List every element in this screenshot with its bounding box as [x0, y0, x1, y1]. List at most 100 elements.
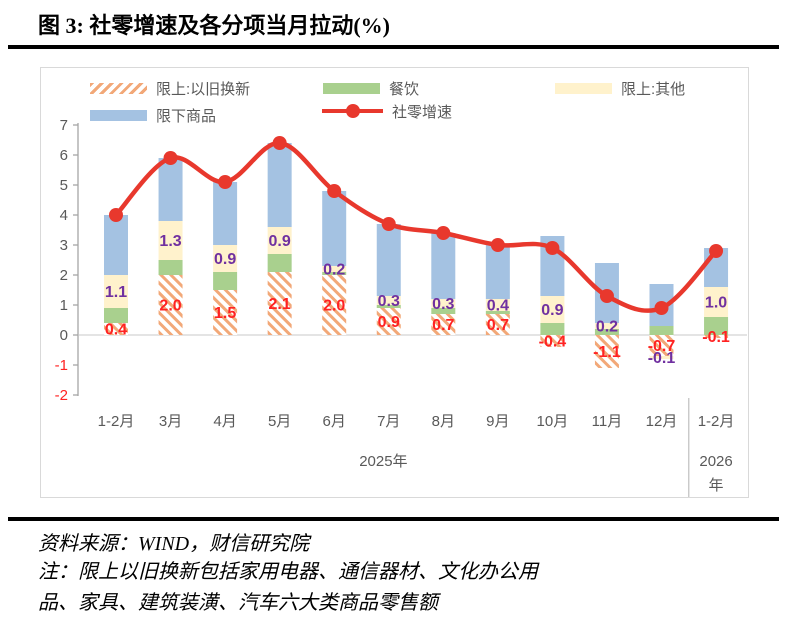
legend-label: 限下商品 [156, 107, 217, 125]
chart-divider [8, 517, 779, 521]
growth-line-marker [272, 136, 287, 150]
bar-segment-blue [267, 143, 292, 227]
bar-segment-green [649, 326, 674, 335]
x-tick-label: 11月 [592, 413, 623, 430]
bar-segment-hatch [485, 314, 510, 335]
growth-line-marker [490, 238, 505, 252]
bar-segment-hatch [213, 290, 238, 335]
bar-segment-blue [213, 182, 238, 245]
note-line-2: 品、家具、建筑装潢、汽车六大类商品零售额 [38, 592, 438, 614]
legend-item-catering: 餐饮 [323, 77, 419, 99]
y-tick-label: 1 [60, 297, 68, 314]
bar-segment-yellow [376, 296, 401, 305]
data-label: 0.3 [378, 293, 400, 310]
x-tick-label: 7月 [377, 413, 400, 430]
source-text: 资料来源：WIND，财信研究院 [38, 533, 310, 555]
bar-segment-yellow [213, 245, 238, 272]
bar-segment-yellow [267, 227, 292, 254]
data-label: -0.1 [648, 350, 676, 367]
bar-segment-hatch [594, 335, 619, 368]
y-tick-label: 4 [60, 207, 68, 224]
legend-item-belowlimit: 限下商品 [90, 104, 216, 126]
y-tick-label: -1 [55, 357, 68, 374]
bar-segment-yellow [649, 356, 674, 359]
data-label: -0.4 [539, 334, 567, 351]
bar-segment-hatch [158, 275, 183, 335]
data-label: 0.9 [378, 314, 400, 331]
bar-segment-hatch [267, 272, 292, 335]
bar-segment-yellow [485, 299, 510, 311]
data-label: 0.4 [105, 322, 127, 339]
bar-segment-hatch [540, 335, 565, 347]
legend-item-growthline: 社零增速 [322, 100, 452, 122]
data-label: 0.3 [432, 296, 454, 313]
bar-segment-yellow [431, 299, 456, 308]
bar-segment-blue [376, 224, 401, 296]
legend-label: 限上:以旧换新 [156, 80, 251, 98]
other-swatch-icon [555, 82, 612, 94]
bar-segment-hatch [104, 323, 128, 335]
x-tick-label: 12月 [646, 413, 678, 430]
bar-segment-green [376, 305, 401, 308]
y-tick-label: -2 [55, 387, 68, 404]
bar-segment-yellow [704, 287, 729, 317]
chart-frame: 7 6 5 4 3 2 1 0 -1 -2 0.4 1.1 2.0 1.3 1.5 0.9 2.1 0.9 2.0 0… [40, 67, 749, 498]
catering-swatch-icon [323, 82, 380, 94]
bar-segment-green [485, 311, 510, 314]
y-tick-label: 6 [60, 147, 68, 164]
data-label: 2.0 [323, 298, 345, 315]
x-tick-label: 8月 [432, 413, 455, 430]
bar-segment-green [540, 323, 565, 335]
growth-line-marker [381, 217, 396, 231]
legend-label: 限上:其他 [621, 80, 686, 98]
data-label: 1.5 [214, 305, 236, 322]
bar-segment-blue [485, 245, 510, 299]
growth-line-marker [327, 184, 342, 198]
x-tick-label: 9月 [486, 413, 509, 430]
bar-segment-green [158, 260, 183, 275]
data-label: 2.0 [159, 298, 181, 315]
data-label: 0.7 [487, 317, 509, 334]
bar-segment-hatch [376, 308, 401, 335]
bar-segment-hatch [322, 275, 347, 335]
x-tick-label: 10月 [537, 413, 569, 430]
growth-line-marker [599, 289, 614, 303]
bar-segment-yellow [322, 266, 347, 272]
data-label: -1.1 [593, 344, 621, 361]
growth-line-marker [109, 208, 123, 222]
growth-line-marker [709, 244, 724, 258]
bar-segment-green [431, 308, 456, 314]
legend-item-tradein: 限上:以旧换新 [90, 77, 250, 99]
x-tick-label: 3月 [159, 413, 182, 430]
growth-line-marker [218, 175, 233, 189]
year-label-2025: 2025年 [359, 453, 407, 470]
bar-segment-blue [431, 233, 456, 299]
figure-title: 图 3: 社零增速及各分项当月拉动(%) [38, 13, 390, 38]
bar-segment-green [594, 329, 619, 335]
data-label: -0.1 [702, 329, 730, 346]
data-label: 2.1 [269, 296, 291, 313]
x-tick-label: 6月 [323, 413, 346, 430]
growth-line-marker [654, 301, 669, 315]
year-label-2026: 2026 [699, 453, 732, 470]
bar-segment-green [322, 272, 347, 275]
note-line-1: 注：限上以旧换新包括家用电器、通信器材、文化办公用 [38, 561, 538, 583]
x-tick-label: 5月 [268, 413, 291, 430]
x-tick-label: 4月 [213, 413, 236, 430]
bar-segment-blue [322, 191, 347, 266]
y-tick-label: 0 [60, 327, 68, 344]
bar-segment-hatch [649, 335, 674, 356]
growth-line-marker [545, 241, 560, 255]
bar-segment-hatch [704, 335, 729, 338]
bar-segment-green [104, 308, 128, 323]
data-label: 0.7 [432, 317, 454, 334]
data-label: 0.4 [487, 298, 509, 315]
y-tick-label: 2 [60, 267, 68, 284]
y-tick-label: 3 [60, 237, 68, 254]
growth-line-marker [163, 151, 178, 165]
bar-segment-green [267, 254, 292, 272]
legend-label: 社零增速 [392, 103, 453, 121]
bar-segment-green [213, 272, 238, 290]
growth-line [114, 140, 718, 313]
